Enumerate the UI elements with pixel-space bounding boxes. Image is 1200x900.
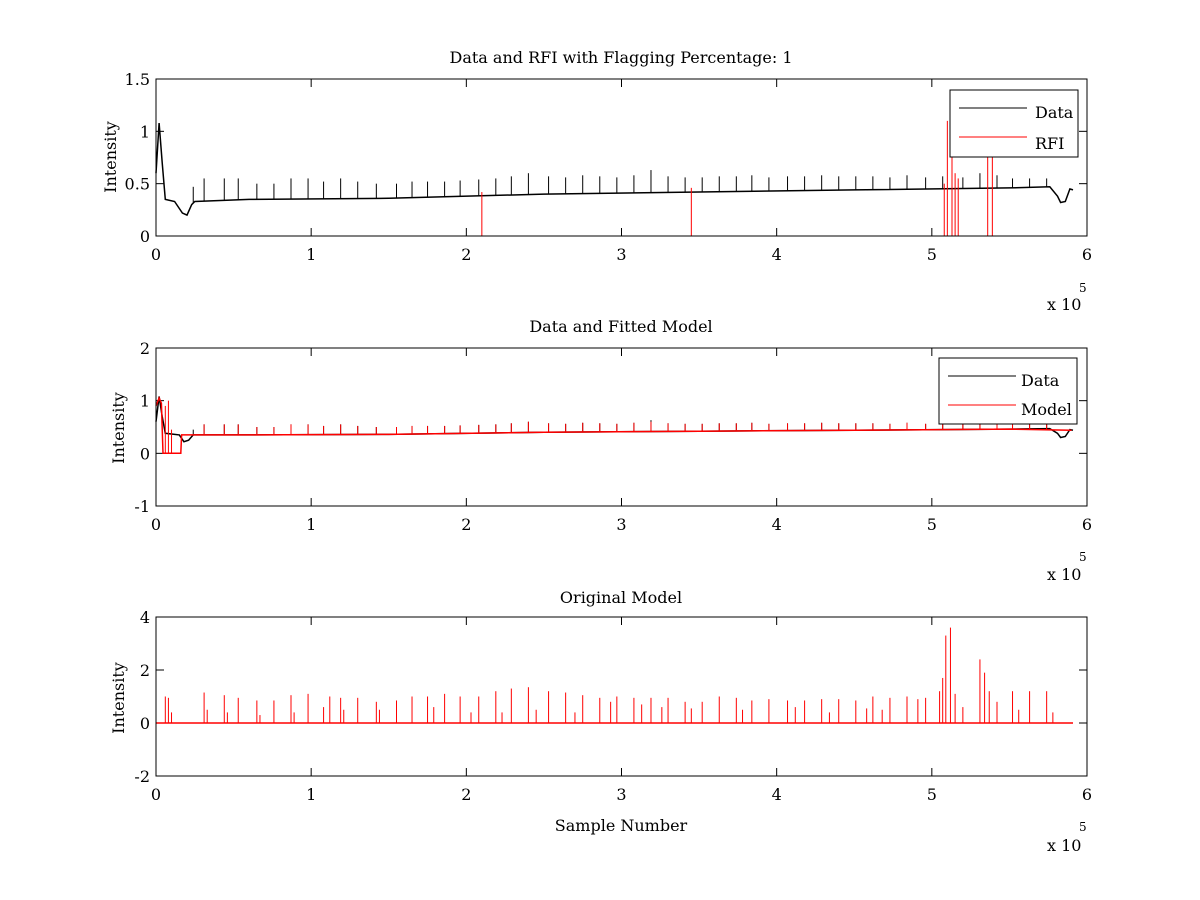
panel-2: Data and Fitted Model Intensity 0 1 2 3 4 5 6 -… <box>109 317 1092 584</box>
panel-3-series <box>156 627 1073 724</box>
y-tick-label: 0.5 <box>125 175 150 194</box>
x-tick-label: 1 <box>306 245 316 264</box>
x-tick-label: 3 <box>616 245 626 264</box>
panel-3-axes-box <box>155 616 1088 777</box>
panel-2-legend: Data Model <box>938 357 1078 425</box>
x-tick-label: 4 <box>772 785 782 804</box>
y-tick-label: 4 <box>140 608 150 627</box>
y-tick-label: 0 <box>140 714 150 733</box>
panel-1-axes-box <box>155 78 1088 237</box>
panel-1-legend-box <box>949 89 1079 158</box>
x-tick-label: 3 <box>616 785 626 804</box>
panel-2-ylabel: Intensity <box>109 392 128 464</box>
y-tick-label: 2 <box>140 661 150 680</box>
panel-1: Data and RFI with Flagging Percentage: 1… <box>101 48 1092 314</box>
panel-3-title: Original Model <box>560 588 682 607</box>
panel-1-x-exponent-power: 5 <box>1079 281 1087 295</box>
panel-3-xlabel: Sample Number <box>555 816 688 835</box>
y-tick-label: 0 <box>140 444 150 463</box>
series-data-baseline <box>155 122 1074 217</box>
x-tick-label: 4 <box>772 245 782 264</box>
x-tick-label: 5 <box>927 245 937 264</box>
panel-1-legend-data-label: Data <box>1035 103 1074 122</box>
panel-1-legend: Data RFI <box>949 89 1079 158</box>
panel-1-legend-rfi-label: RFI <box>1035 134 1064 153</box>
y-tick-label: 1 <box>140 122 150 141</box>
x-tick-label: 0 <box>151 245 161 264</box>
panel-2-legend-box <box>938 357 1078 425</box>
x-tick-label: 1 <box>306 785 316 804</box>
panel-1-series <box>155 120 1074 236</box>
y-tick-label: -2 <box>134 767 150 786</box>
panel-1-ylabel: Intensity <box>101 121 120 193</box>
panel-2-series <box>155 396 1074 455</box>
panel-1-title: Data and RFI with Flagging Percentage: 1 <box>449 48 792 67</box>
x-tick-label: 2 <box>461 785 471 804</box>
x-tick-label: 2 <box>461 515 471 534</box>
x-tick-label: 3 <box>616 515 626 534</box>
y-tick-label: 1.5 <box>125 70 150 89</box>
x-tick-label: 4 <box>772 515 782 534</box>
panel-1-x-exponent: x 10 <box>1047 295 1081 314</box>
panel-3-x-exponent-power: 5 <box>1079 820 1087 834</box>
x-tick-label: 5 <box>927 515 937 534</box>
panel-2-axes-box <box>155 347 1088 507</box>
panel-2-legend-data-label: Data <box>1021 371 1060 390</box>
x-tick-label: 6 <box>1082 515 1092 534</box>
panel-2-x-exponent: x 10 <box>1047 565 1081 584</box>
panel-3-ylabel: Intensity <box>109 662 128 734</box>
panel-2-x-exponent-power: 5 <box>1079 550 1087 564</box>
x-tick-label: 2 <box>461 245 471 264</box>
x-tick-label: 0 <box>151 785 161 804</box>
y-tick-label: 0 <box>140 227 150 246</box>
panel-3-x-exponent: x 10 <box>1047 836 1081 855</box>
x-tick-label: 6 <box>1082 245 1092 264</box>
x-tick-label: 0 <box>151 515 161 534</box>
series-model-baseline <box>155 396 1072 455</box>
y-tick-label: 1 <box>140 392 150 411</box>
y-tick-label: 2 <box>140 339 150 358</box>
panel-2-title: Data and Fitted Model <box>529 317 712 336</box>
x-tick-label: 1 <box>306 515 316 534</box>
y-tick-label: -1 <box>134 497 150 516</box>
x-tick-label: 5 <box>927 785 937 804</box>
panel-2-legend-model-label: Model <box>1021 400 1072 419</box>
x-tick-label: 6 <box>1082 785 1092 804</box>
